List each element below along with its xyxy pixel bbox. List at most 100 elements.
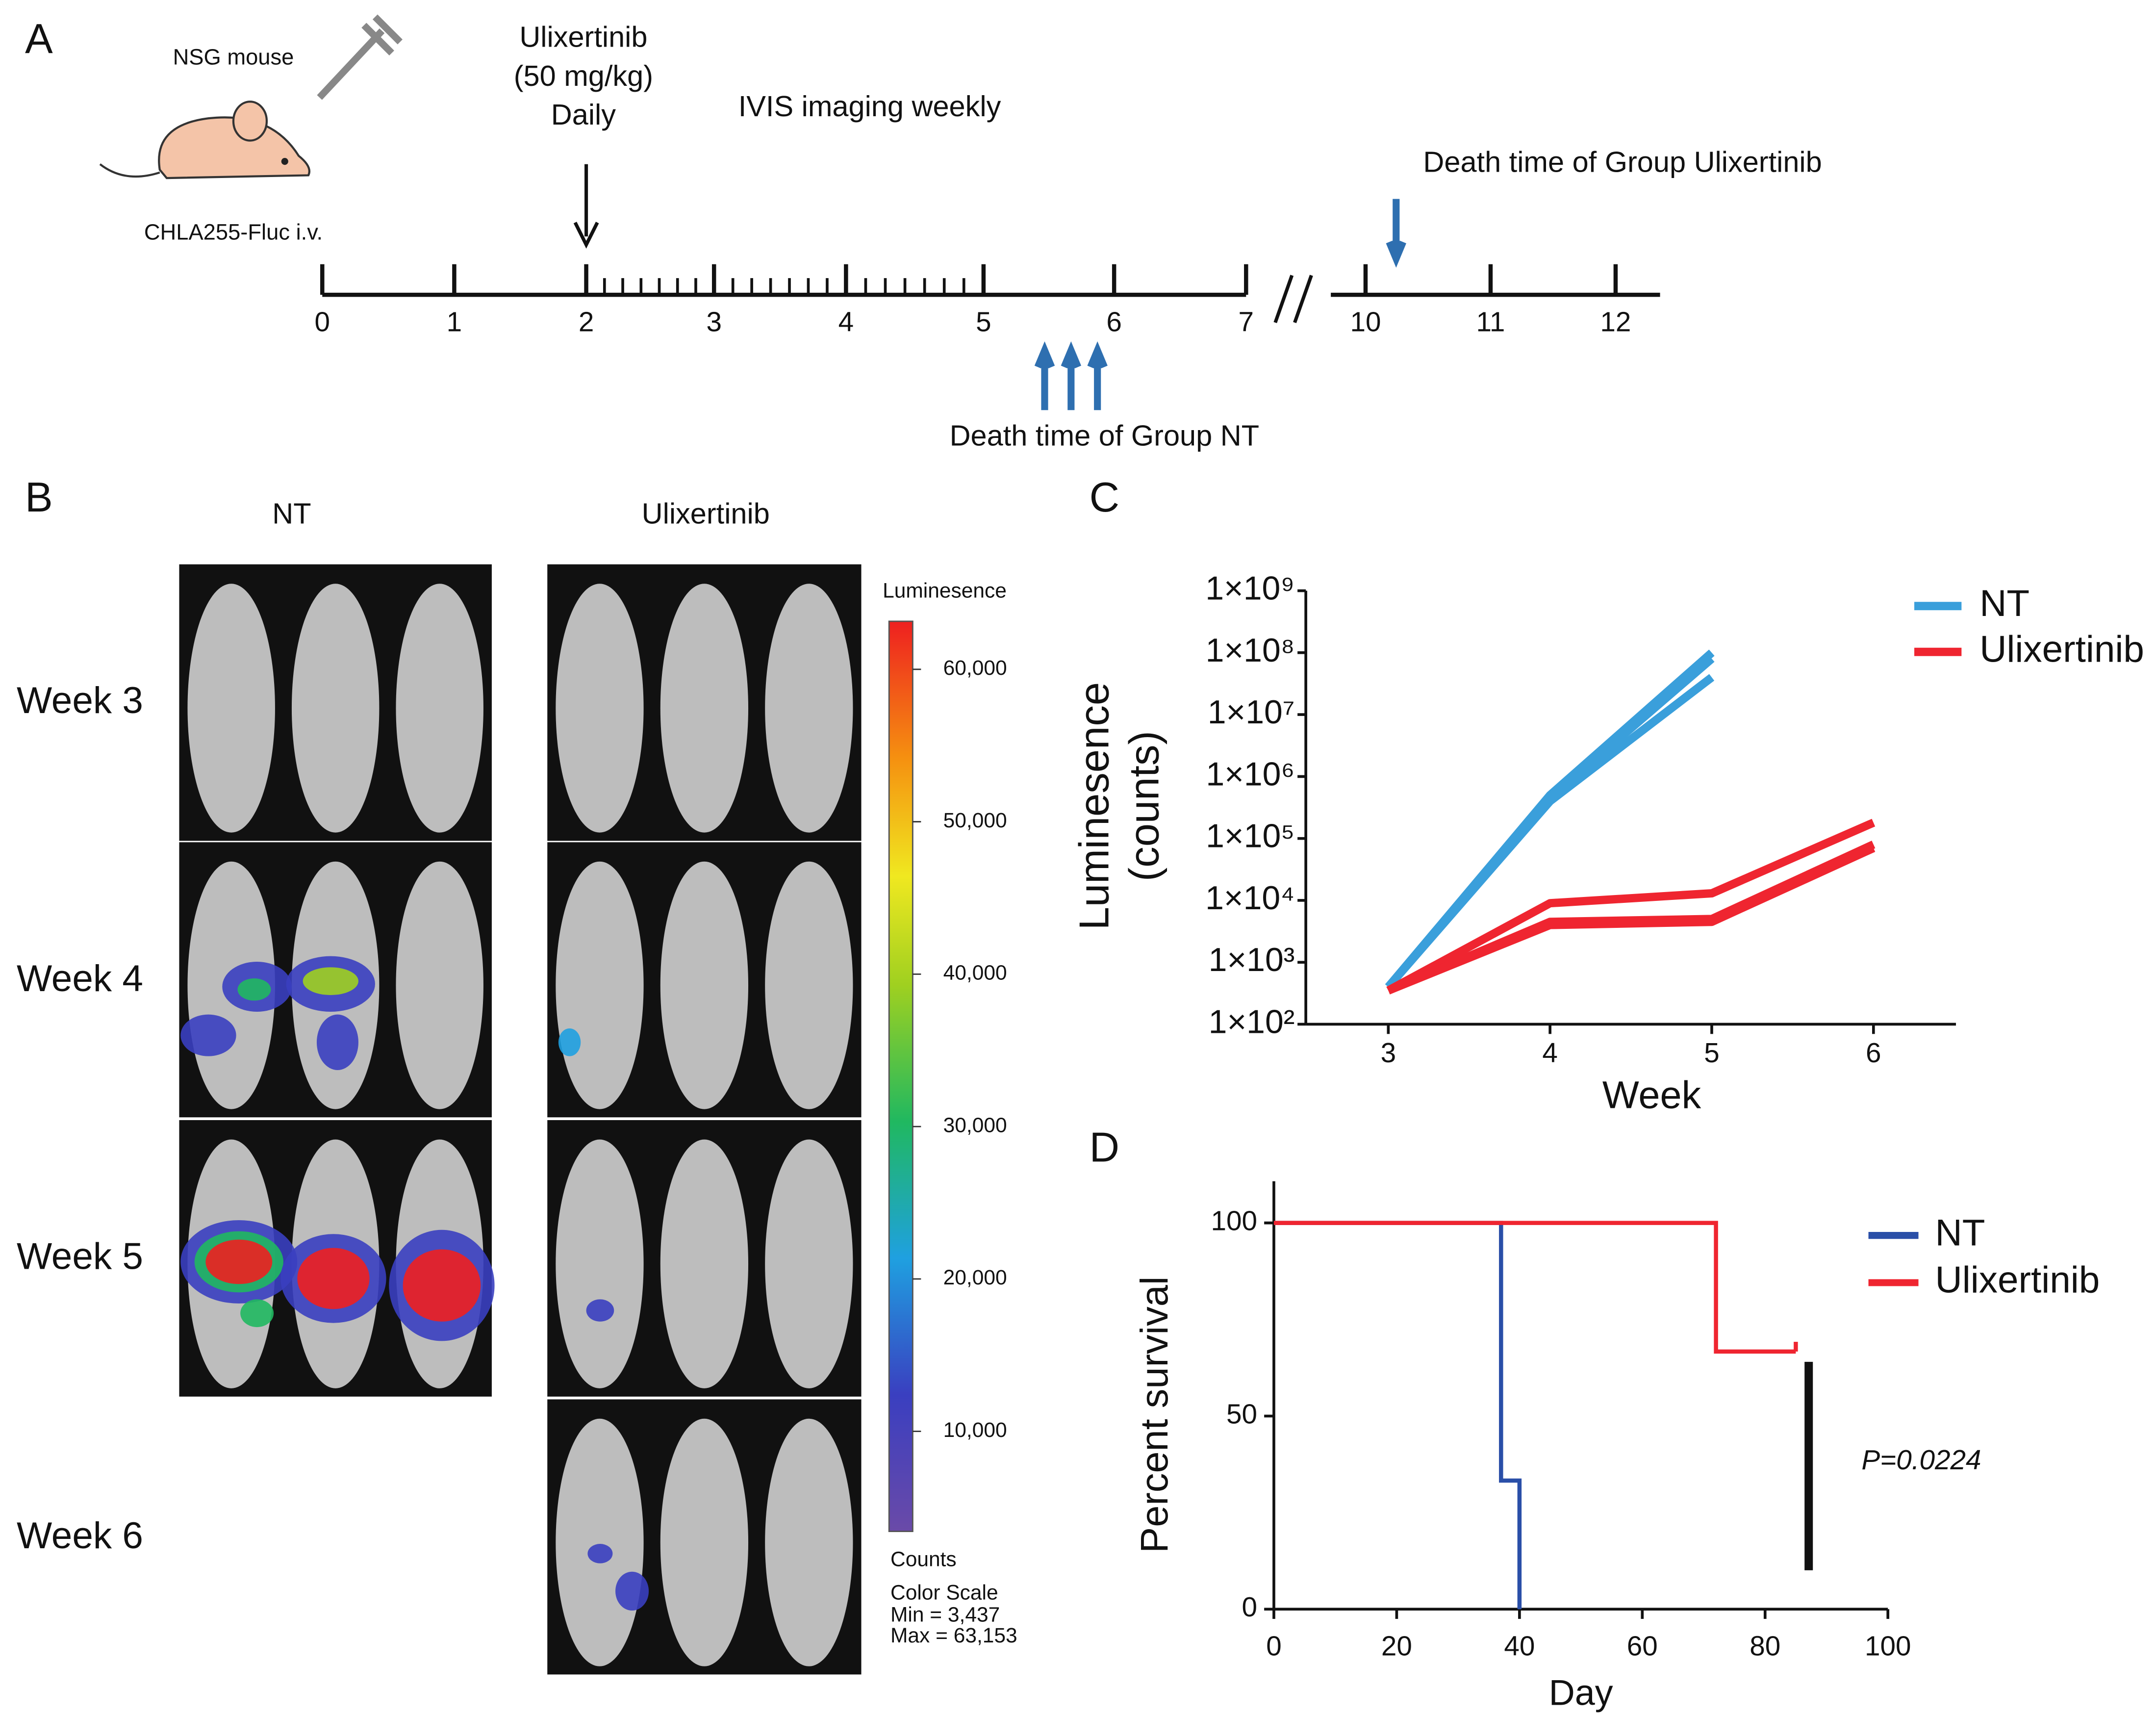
y-tick-label: 1×10² bbox=[1209, 1003, 1295, 1040]
x-tick-label: 5 bbox=[1704, 1038, 1720, 1069]
mouse-body bbox=[396, 584, 483, 833]
timeline-tick-label: 1 bbox=[447, 307, 462, 338]
timeline-tick-label: 2 bbox=[579, 307, 594, 338]
mouse-body bbox=[765, 861, 853, 1109]
group-label: NT bbox=[272, 497, 311, 530]
mouse-eye bbox=[281, 158, 288, 165]
mouse-body bbox=[556, 1418, 644, 1666]
mouse-body bbox=[660, 1418, 749, 1666]
colorbar-footer: Min = 3,437 bbox=[890, 1604, 1000, 1627]
panel-label: B bbox=[25, 474, 53, 521]
group-label: Ulixertinib bbox=[642, 497, 770, 530]
timeline-tick-label: 6 bbox=[1106, 307, 1122, 338]
y-tick-label: 1×10⁸ bbox=[1206, 632, 1295, 669]
colorbar-tick-label: 50,000 bbox=[943, 809, 1007, 832]
x-axis-label: Week bbox=[1602, 1073, 1701, 1117]
timeline-tick-label: 0 bbox=[315, 307, 330, 338]
colorbar-footer: Counts bbox=[890, 1548, 957, 1571]
signal bbox=[180, 1014, 236, 1056]
survival-curve bbox=[1273, 1221, 1796, 1354]
x-tick-label: 0 bbox=[1266, 1631, 1282, 1662]
signal bbox=[205, 1239, 273, 1284]
injection-label: CHLA255-Fluc i.v. bbox=[144, 219, 323, 244]
mouse-label: NSG mouse bbox=[173, 44, 294, 69]
x-tick-label: 3 bbox=[1381, 1038, 1396, 1069]
content: A B C D NSG mouse CHLA255-Fluc i.v. Ulixertini… bbox=[17, 14, 2144, 1713]
line bbox=[1385, 674, 1715, 990]
mouse-body bbox=[660, 584, 749, 833]
legend-label: Ulixertinib bbox=[1935, 1259, 2100, 1301]
death-arrow bbox=[1061, 341, 1082, 410]
mouse-body bbox=[556, 861, 644, 1109]
y-axis-label: Percent survival bbox=[1132, 1276, 1176, 1553]
p-value: P=0.0224 bbox=[1861, 1445, 1981, 1476]
y-axis-label: (counts) bbox=[1121, 731, 1168, 881]
signal bbox=[237, 978, 271, 1001]
x-tick-label: 40 bbox=[1504, 1631, 1535, 1662]
y-tick-label: 1×10³ bbox=[1209, 941, 1295, 978]
line bbox=[1387, 841, 1876, 995]
y-tick-label: 50 bbox=[1226, 1399, 1257, 1430]
x-tick-label: 60 bbox=[1627, 1631, 1658, 1662]
timeline-tick-label: 4 bbox=[838, 307, 854, 338]
panel-label: D bbox=[1090, 1125, 1119, 1171]
y-tick-label: 1×10⁶ bbox=[1206, 755, 1294, 793]
line bbox=[1387, 844, 1876, 995]
colorbar-footer: Max = 63,153 bbox=[890, 1624, 1017, 1647]
mouse-body bbox=[765, 1418, 853, 1666]
colorbar-tick-label: 40,000 bbox=[943, 962, 1007, 985]
signal bbox=[403, 1249, 481, 1322]
y-tick-label: 0 bbox=[1242, 1592, 1257, 1623]
panel-label: A bbox=[25, 16, 53, 62]
mouse-body bbox=[556, 584, 644, 833]
week-label: Week 6 bbox=[17, 1515, 143, 1557]
death-arrow bbox=[1386, 199, 1406, 268]
signal bbox=[587, 1544, 613, 1563]
treatment-label: Daily bbox=[551, 98, 616, 131]
colorbar-footer: Color Scale bbox=[890, 1581, 998, 1604]
x-axis-label: Day bbox=[1549, 1672, 1613, 1713]
colorbar-tick-label: 60,000 bbox=[943, 657, 1007, 680]
colorbar-tick-label: 30,000 bbox=[943, 1114, 1007, 1137]
line bbox=[1386, 819, 1876, 995]
axis-break bbox=[1273, 275, 1313, 323]
y-tick-label: 1×10⁴ bbox=[1205, 879, 1294, 917]
y-tick-label: 1×10⁹ bbox=[1205, 569, 1294, 607]
y-axis-label: Luminesence bbox=[1071, 682, 1118, 930]
imaging-label: IVIS imaging weekly bbox=[738, 90, 1001, 123]
y-tick-label: 1×10⁷ bbox=[1208, 693, 1295, 731]
dose-arrow bbox=[573, 164, 599, 249]
mouse-body bbox=[291, 584, 380, 833]
x-tick-label: 6 bbox=[1866, 1038, 1881, 1069]
syringe bbox=[317, 14, 403, 100]
mouse-body bbox=[396, 861, 483, 1109]
mouse-body bbox=[660, 861, 749, 1109]
x-tick-label: 80 bbox=[1750, 1631, 1780, 1662]
colorbar-title: Luminesence bbox=[883, 580, 1007, 603]
y-tick-label: 100 bbox=[1211, 1206, 1257, 1237]
mouse-tail bbox=[99, 163, 160, 178]
timeline-tick-label: 5 bbox=[976, 307, 991, 338]
signal bbox=[297, 1248, 370, 1309]
signal bbox=[558, 1028, 581, 1056]
signal bbox=[316, 1014, 358, 1070]
legend-label: NT bbox=[1979, 583, 2029, 624]
timeline-tick-label: 11 bbox=[1476, 307, 1505, 338]
signal bbox=[586, 1299, 614, 1322]
death-label: Death time of Group Ulixertinib bbox=[1423, 145, 1822, 178]
week-label: Week 3 bbox=[17, 680, 143, 721]
mouse-body bbox=[660, 1139, 749, 1388]
line bbox=[1385, 655, 1715, 990]
x-tick-label: 20 bbox=[1381, 1631, 1412, 1662]
colorbar bbox=[888, 620, 913, 1532]
timeline-tick-label: 10 bbox=[1350, 307, 1381, 338]
signal bbox=[615, 1571, 649, 1611]
legend-label: NT bbox=[1935, 1212, 1985, 1254]
y-tick-label: 1×10⁵ bbox=[1206, 818, 1294, 855]
signal bbox=[303, 967, 358, 995]
week-label: Week 5 bbox=[17, 1235, 143, 1277]
week-label: Week 4 bbox=[17, 958, 143, 999]
treatment-label: (50 mg/kg) bbox=[514, 59, 653, 92]
survival-curve bbox=[1273, 1221, 1522, 1610]
